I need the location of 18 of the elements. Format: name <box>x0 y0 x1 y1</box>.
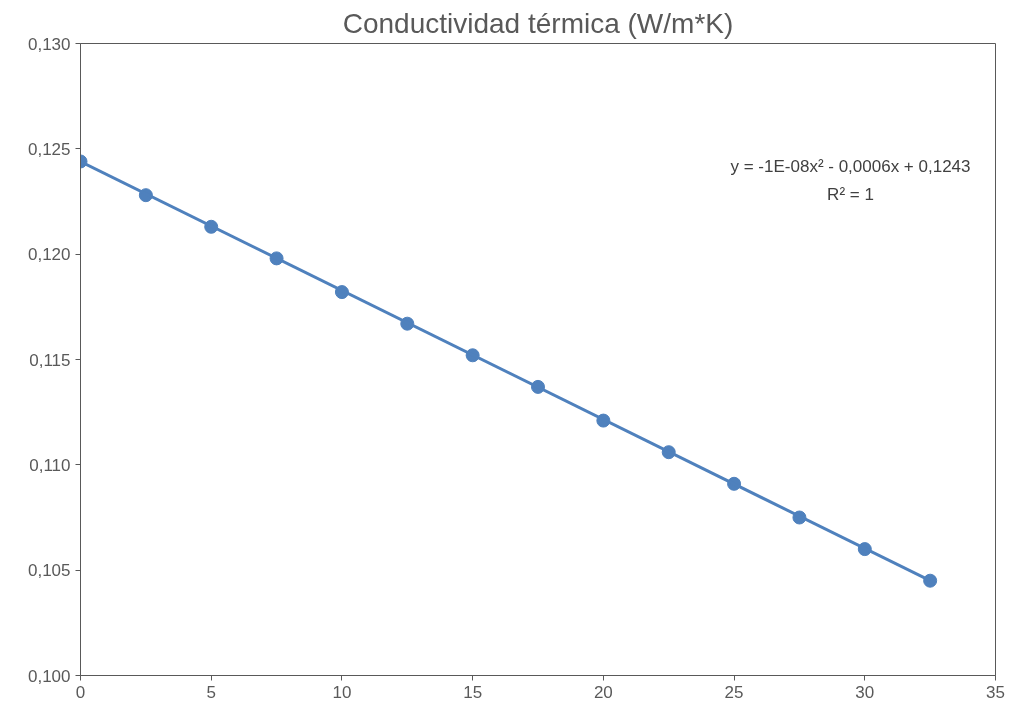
y-tick-label: 0,110 <box>29 455 71 475</box>
x-tick-label: 15 <box>463 682 483 702</box>
y-tick-label: 0,100 <box>27 666 71 686</box>
x-tick-label: 10 <box>332 682 352 702</box>
y-tick-label: 0,120 <box>27 245 71 265</box>
annotation: R² = 1 <box>827 184 874 204</box>
annotation: y = -1E-08x² - 0,0006x + 0,1243 <box>730 156 971 176</box>
y-tick-label: 0,130 <box>27 34 71 54</box>
x-tick-label: 25 <box>724 682 744 702</box>
x-tick-label: 0 <box>75 682 86 702</box>
x-tick-label: 5 <box>206 682 216 702</box>
x-tick-label: 35 <box>986 682 1005 702</box>
x-tick-label: 20 <box>593 682 613 702</box>
y-tick-label: 0,105 <box>27 561 71 581</box>
x-tick-label: 30 <box>855 682 875 702</box>
chart-title: Conductividad térmica (W/m*K) <box>342 7 734 39</box>
y-tick-label: 0,115 <box>29 350 71 370</box>
y-tick-label: 0,125 <box>27 139 71 159</box>
